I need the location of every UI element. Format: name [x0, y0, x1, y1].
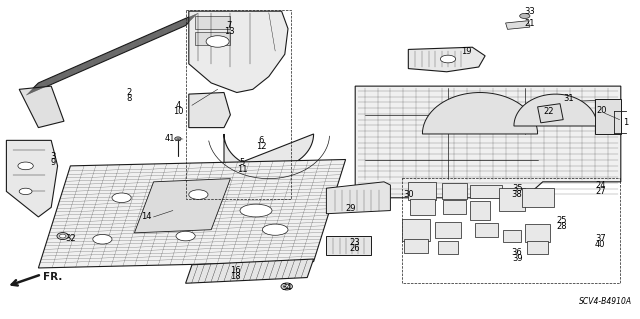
Polygon shape [186, 259, 314, 283]
Text: 32: 32 [65, 234, 76, 243]
Ellipse shape [57, 233, 68, 240]
Text: 23: 23 [350, 238, 360, 247]
Polygon shape [410, 199, 435, 215]
Circle shape [440, 55, 456, 63]
Text: 27: 27 [595, 187, 605, 196]
Polygon shape [19, 86, 64, 128]
Circle shape [520, 13, 530, 19]
Bar [186, 10, 291, 199]
Polygon shape [499, 188, 525, 211]
Polygon shape [195, 32, 230, 45]
Text: SCV4-B4910A: SCV4-B4910A [579, 297, 632, 306]
Text: 38: 38 [512, 190, 522, 199]
Polygon shape [522, 188, 554, 207]
Circle shape [19, 188, 32, 195]
Polygon shape [189, 93, 230, 128]
Ellipse shape [175, 137, 181, 141]
Text: 19: 19 [461, 47, 471, 56]
Text: 3: 3 [51, 152, 56, 161]
Text: 20: 20 [596, 106, 607, 115]
Ellipse shape [281, 283, 292, 290]
Polygon shape [470, 201, 490, 220]
Polygon shape [442, 183, 467, 199]
Text: 36: 36 [512, 248, 522, 256]
Polygon shape [514, 94, 597, 126]
Polygon shape [189, 11, 288, 93]
Polygon shape [326, 236, 371, 255]
Text: 29: 29 [346, 204, 356, 213]
Polygon shape [503, 230, 521, 242]
Circle shape [112, 193, 131, 203]
Text: 22: 22 [544, 107, 554, 116]
Ellipse shape [240, 204, 272, 217]
Polygon shape [475, 223, 498, 237]
Polygon shape [438, 241, 458, 254]
Polygon shape [525, 224, 550, 242]
Text: 35: 35 [512, 184, 522, 193]
Text: 28: 28 [557, 222, 567, 231]
Text: 5: 5 [239, 158, 244, 167]
Polygon shape [422, 93, 538, 134]
Polygon shape [506, 21, 530, 29]
Text: 18: 18 [230, 272, 241, 281]
Polygon shape [134, 179, 230, 233]
Text: 7: 7 [227, 21, 232, 30]
Text: 26: 26 [350, 244, 360, 253]
Text: 11: 11 [237, 165, 247, 174]
Circle shape [176, 231, 195, 241]
Polygon shape [6, 140, 58, 217]
Text: FR.: FR. [43, 271, 62, 282]
Text: 25: 25 [557, 216, 567, 225]
Polygon shape [326, 182, 390, 214]
Text: 40: 40 [595, 241, 605, 249]
Text: 12: 12 [256, 142, 266, 151]
Text: 39: 39 [512, 254, 522, 263]
Ellipse shape [262, 224, 288, 235]
Polygon shape [435, 222, 461, 238]
Text: 2: 2 [127, 88, 132, 97]
Polygon shape [408, 182, 436, 200]
Text: 10: 10 [173, 107, 183, 116]
Polygon shape [443, 200, 466, 214]
Polygon shape [26, 13, 198, 96]
Text: 34: 34 [282, 283, 292, 292]
Polygon shape [402, 219, 430, 241]
Text: 24: 24 [595, 181, 605, 189]
Text: 21: 21 [525, 19, 535, 28]
Text: 41: 41 [164, 134, 175, 143]
Text: 37: 37 [595, 234, 605, 243]
Text: 9: 9 [51, 158, 56, 167]
Ellipse shape [60, 234, 66, 238]
Text: 13: 13 [224, 27, 234, 36]
Polygon shape [224, 134, 314, 169]
Text: 33: 33 [525, 7, 535, 16]
Bar [402, 178, 620, 283]
Text: 6: 6 [259, 136, 264, 145]
Text: 4: 4 [175, 101, 180, 110]
Polygon shape [195, 16, 230, 29]
Circle shape [93, 234, 112, 244]
Polygon shape [355, 86, 621, 198]
Text: 14: 14 [141, 212, 151, 221]
Polygon shape [408, 47, 485, 72]
Circle shape [206, 36, 229, 47]
Polygon shape [595, 99, 621, 134]
Ellipse shape [284, 285, 290, 288]
Text: 30: 30 [403, 190, 413, 199]
Polygon shape [527, 241, 548, 254]
Text: 8: 8 [127, 94, 132, 103]
Polygon shape [404, 239, 428, 253]
Polygon shape [538, 104, 563, 123]
Text: 16: 16 [230, 266, 241, 275]
Polygon shape [470, 185, 502, 198]
Polygon shape [38, 160, 346, 268]
Text: 1: 1 [623, 118, 628, 127]
Circle shape [189, 190, 208, 199]
Circle shape [18, 162, 33, 170]
Text: 31: 31 [563, 94, 573, 103]
